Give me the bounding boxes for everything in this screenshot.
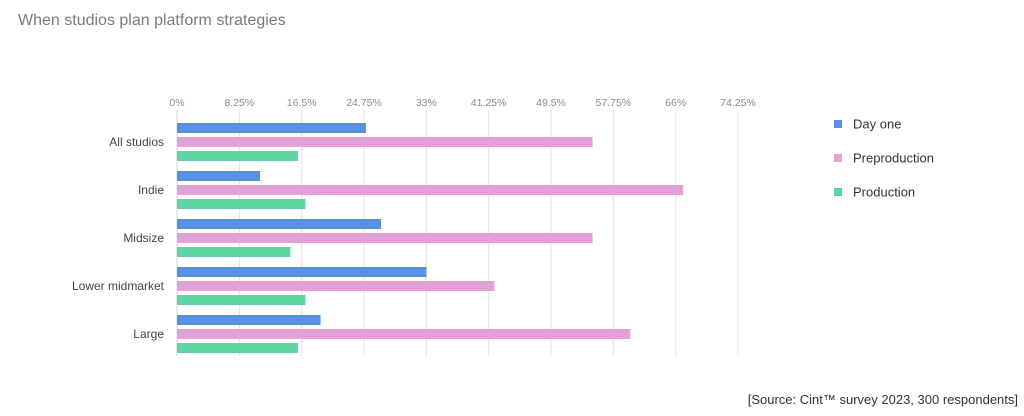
bar — [177, 315, 321, 325]
x-axis-ticks: 0% 8.25% 16.5% 24.75% 33% 41.25% 49.5% 57.75% 66… — [169, 97, 755, 109]
legend-swatch — [834, 154, 842, 162]
category-label: Large — [133, 327, 164, 341]
legend-label: Preproduction — [853, 151, 934, 166]
bar — [177, 267, 427, 277]
x-tick-label: 74.25% — [720, 97, 756, 109]
x-tick-label: 8.25% — [224, 97, 254, 109]
category-label: Lower midmarket — [72, 279, 165, 293]
x-tick-label: 24.75% — [346, 97, 382, 109]
bar — [177, 247, 291, 257]
x-tick-label: 66% — [665, 97, 686, 109]
bar — [177, 171, 261, 181]
bar — [177, 185, 684, 195]
category-label: Midsize — [123, 231, 164, 245]
category-label: Indie — [138, 183, 164, 197]
x-tick-label: 41.25% — [471, 97, 507, 109]
category-labels: All studios Indie Midsize Lower midmarket La… — [72, 135, 165, 341]
category-label: All studios — [109, 135, 164, 149]
bar — [177, 123, 366, 133]
bar — [177, 329, 631, 339]
bar — [177, 343, 298, 353]
bar — [177, 295, 306, 305]
legend-label: Day one — [853, 117, 901, 132]
legend: Day one Preproduction Production — [834, 117, 934, 200]
bar — [177, 199, 306, 209]
x-tick-label: 0% — [169, 97, 184, 109]
source-note: [Source: Cint™ survey 2023, 300 responde… — [747, 392, 1018, 407]
bar — [177, 281, 495, 291]
bars — [177, 123, 684, 353]
bar — [177, 233, 593, 243]
legend-swatch — [834, 188, 842, 196]
x-tick-label: 33% — [416, 97, 437, 109]
bar — [177, 219, 381, 229]
x-tick-label: 57.75% — [596, 97, 632, 109]
bar — [177, 137, 593, 147]
x-tick-label: 16.5% — [287, 97, 317, 109]
legend-swatch — [834, 120, 842, 128]
legend-label: Production — [853, 185, 915, 200]
x-tick-label: 49.5% — [536, 97, 566, 109]
chart-title: When studios plan platform strategies — [18, 12, 286, 29]
bar — [177, 151, 298, 161]
